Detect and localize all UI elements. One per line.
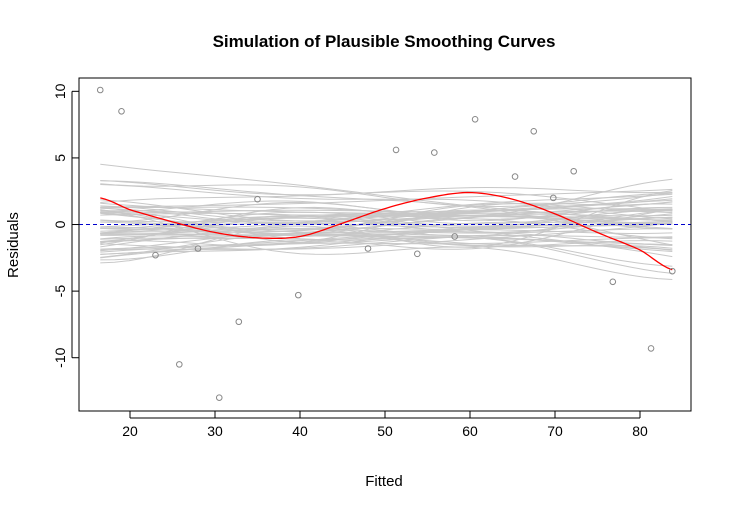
data-point [176, 361, 183, 368]
simulated-curve [100, 183, 673, 208]
x-tick-label: 70 [547, 423, 563, 439]
data-point [235, 318, 243, 326]
data-point [364, 245, 372, 252]
y-axis-label: Residuals [5, 212, 22, 278]
data-point [451, 233, 459, 240]
data-point [669, 267, 676, 275]
simulated-curve [100, 212, 673, 245]
fitted-smoothing-curve [100, 191, 673, 271]
data-point [96, 86, 104, 94]
data-point [118, 108, 125, 115]
simulated-curve [100, 200, 673, 220]
simulated-curve [100, 180, 673, 246]
data-point [530, 127, 538, 135]
plot-frame [78, 77, 692, 412]
data-point [215, 394, 223, 401]
data-point [609, 278, 617, 286]
data-point [511, 173, 519, 180]
y-tick-label: 0 [52, 220, 68, 228]
x-tick-label: 20 [122, 423, 138, 439]
data-points [96, 86, 676, 401]
y-tick-label: -5 [52, 285, 68, 298]
data-point [414, 250, 421, 258]
data-point [570, 167, 578, 175]
x-tick-label: 30 [207, 423, 223, 439]
data-point [254, 195, 261, 203]
y-tick-label: 10 [52, 83, 68, 99]
simulated-curve [100, 222, 673, 236]
chart-title: Simulation of Plausible Smoothing Curves [213, 32, 556, 51]
x-tick-label: 80 [632, 423, 648, 439]
simulated-curve [100, 203, 673, 240]
simulated-curves [100, 163, 673, 280]
data-point [295, 291, 302, 299]
x-tick-label: 40 [292, 423, 308, 439]
x-tick-label: 60 [462, 423, 478, 439]
simulated-curve [100, 233, 673, 258]
y-tick-label: 5 [52, 154, 68, 162]
data-point [431, 149, 438, 156]
data-point [647, 345, 655, 352]
data-point [550, 194, 557, 202]
simulated-curve [100, 207, 673, 274]
simulated-curve [100, 180, 673, 196]
x-axis: 20 30 40 50 60 70 80 [122, 411, 648, 439]
y-tick-label: -10 [52, 347, 68, 367]
simulated-curve [100, 209, 673, 242]
fitted-curve-group [100, 191, 673, 271]
simulated-curve [100, 227, 673, 247]
data-point [392, 146, 400, 154]
simulated-curve [100, 196, 673, 230]
data-point [194, 245, 202, 252]
data-point [152, 251, 159, 259]
y-axis: -10 -5 0 5 10 [52, 83, 79, 368]
simulated-curve [100, 228, 673, 236]
simulated-curve [100, 205, 673, 222]
data-point [471, 115, 479, 123]
x-axis-label: Fitted [365, 473, 403, 490]
x-tick-label: 50 [377, 423, 393, 439]
simulated-curve [100, 209, 673, 280]
simulated-curve [100, 190, 673, 212]
